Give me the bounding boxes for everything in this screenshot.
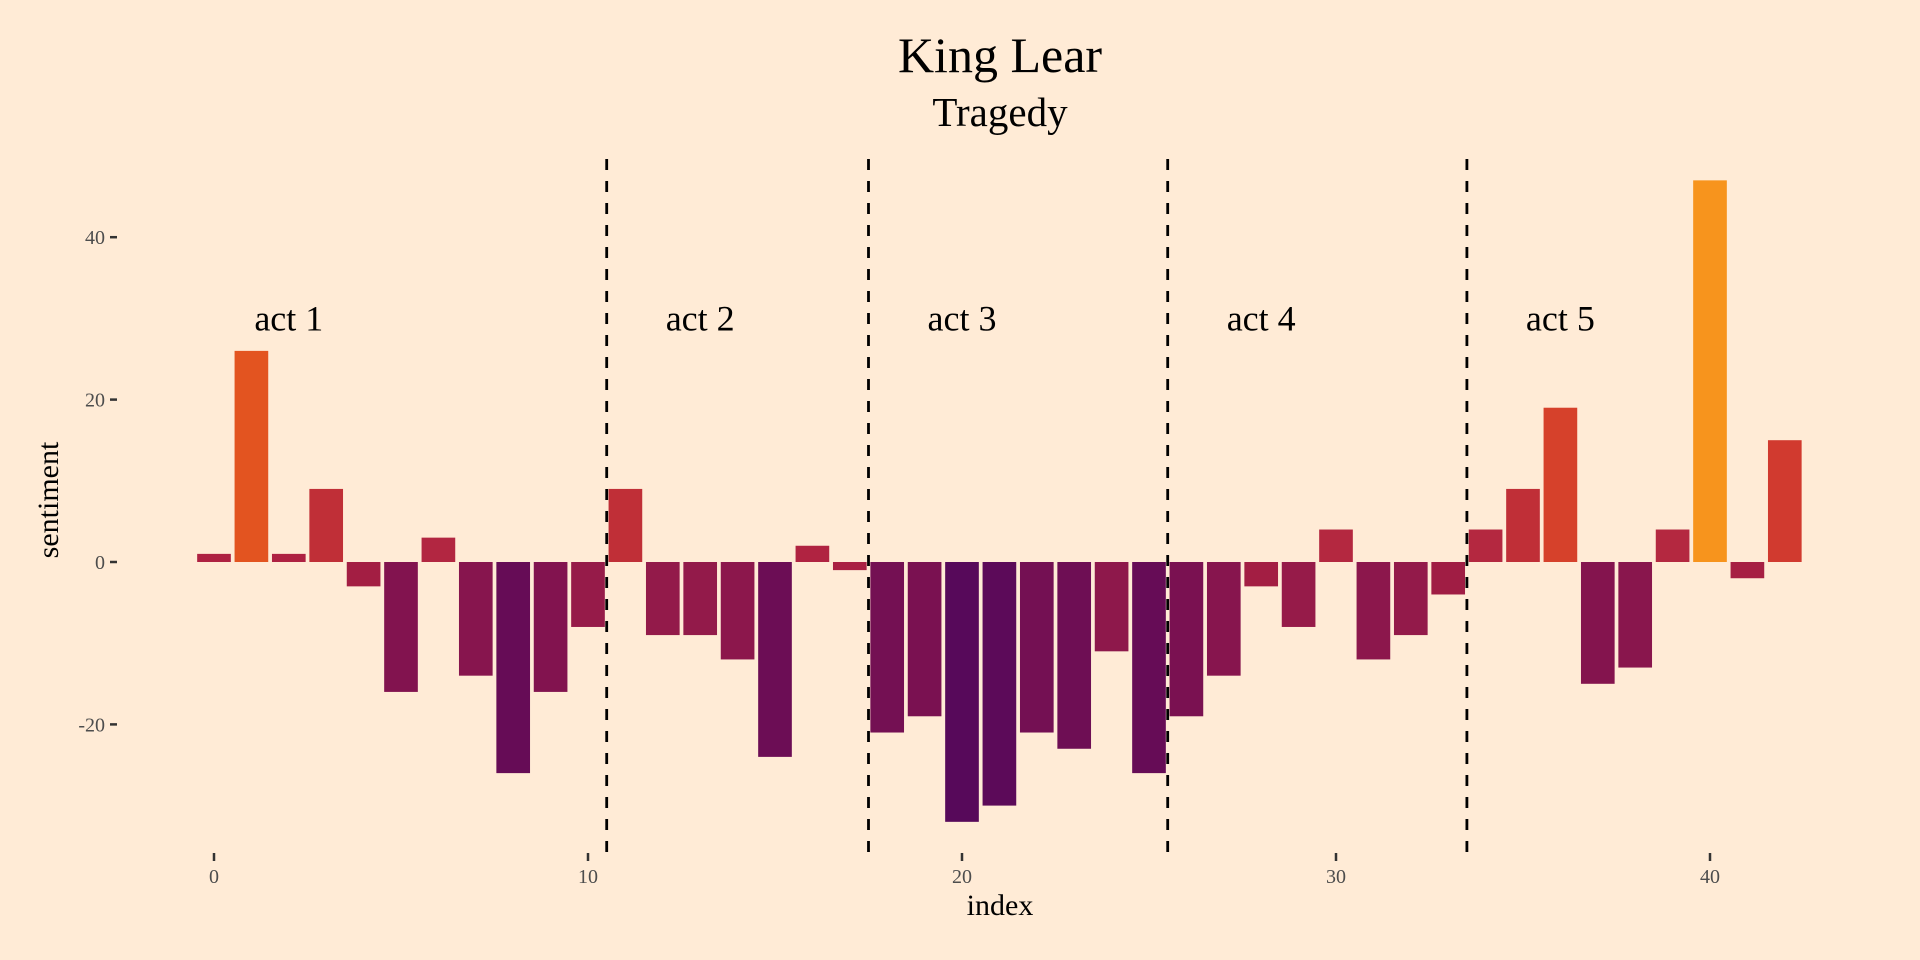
bar xyxy=(271,553,306,562)
y-axis-title: sentiment xyxy=(32,441,65,558)
bar xyxy=(1281,562,1316,627)
act-label: act 1 xyxy=(254,298,323,338)
bar xyxy=(1543,407,1578,562)
act-label: act 3 xyxy=(928,298,997,338)
act-label: act 4 xyxy=(1227,298,1296,338)
act-label: act 5 xyxy=(1526,298,1595,338)
bar xyxy=(870,562,905,733)
bar xyxy=(1468,529,1503,562)
bar xyxy=(1655,529,1690,562)
bar xyxy=(683,562,718,636)
bar xyxy=(1730,562,1765,579)
act-dividers xyxy=(605,159,1469,852)
x-axis: 0 10 20 30 40 xyxy=(209,853,1720,888)
x-tick-label: 30 xyxy=(1326,866,1346,888)
x-tick-label: 20 xyxy=(952,866,972,888)
bar xyxy=(1431,562,1466,595)
bar xyxy=(907,562,942,717)
x-tick-label: 0 xyxy=(209,866,219,888)
bar xyxy=(608,488,643,562)
bar xyxy=(1693,180,1727,563)
bar xyxy=(645,562,680,636)
bar xyxy=(1356,562,1391,660)
bar xyxy=(1767,440,1802,562)
bar xyxy=(458,562,493,676)
bar xyxy=(421,537,456,562)
x-tick-label: 10 xyxy=(578,866,598,888)
bar xyxy=(832,562,867,571)
bar xyxy=(1206,562,1241,676)
y-tick-label: 20 xyxy=(85,390,105,412)
x-axis-title: index xyxy=(967,889,1034,922)
bar xyxy=(982,562,1017,806)
bar xyxy=(346,562,381,587)
bar xyxy=(1319,529,1353,562)
bar xyxy=(758,562,792,757)
bar xyxy=(309,488,344,562)
bar xyxy=(571,562,605,627)
y-tick-label: 0 xyxy=(95,552,105,574)
y-tick-label: 40 xyxy=(85,227,105,249)
bar xyxy=(795,545,830,562)
bar xyxy=(1169,562,1204,717)
bar xyxy=(1132,562,1166,774)
bar xyxy=(384,562,418,692)
bar xyxy=(1244,562,1279,587)
bar xyxy=(533,562,568,692)
bar xyxy=(1618,562,1653,668)
act-labels: act 1 act 2 act 3 act 4 act 5 xyxy=(254,298,1595,338)
bar xyxy=(1094,562,1129,652)
bar xyxy=(720,562,755,660)
bar xyxy=(945,562,979,822)
act-label: act 2 xyxy=(666,298,735,338)
bar xyxy=(1393,562,1428,636)
bar xyxy=(1506,488,1540,562)
bar xyxy=(1580,562,1615,684)
bars xyxy=(197,180,1802,822)
bar xyxy=(234,350,269,562)
bar xyxy=(1019,562,1054,733)
chart-subtitle: Tragedy xyxy=(932,89,1068,135)
y-tick-label: -20 xyxy=(78,714,105,736)
bar xyxy=(1057,562,1092,749)
bar xyxy=(496,562,531,774)
chart-title: King Lear xyxy=(898,27,1102,83)
y-axis: -20 0 20 40 xyxy=(78,227,117,736)
x-tick-label: 40 xyxy=(1700,866,1720,888)
bar xyxy=(197,553,231,562)
